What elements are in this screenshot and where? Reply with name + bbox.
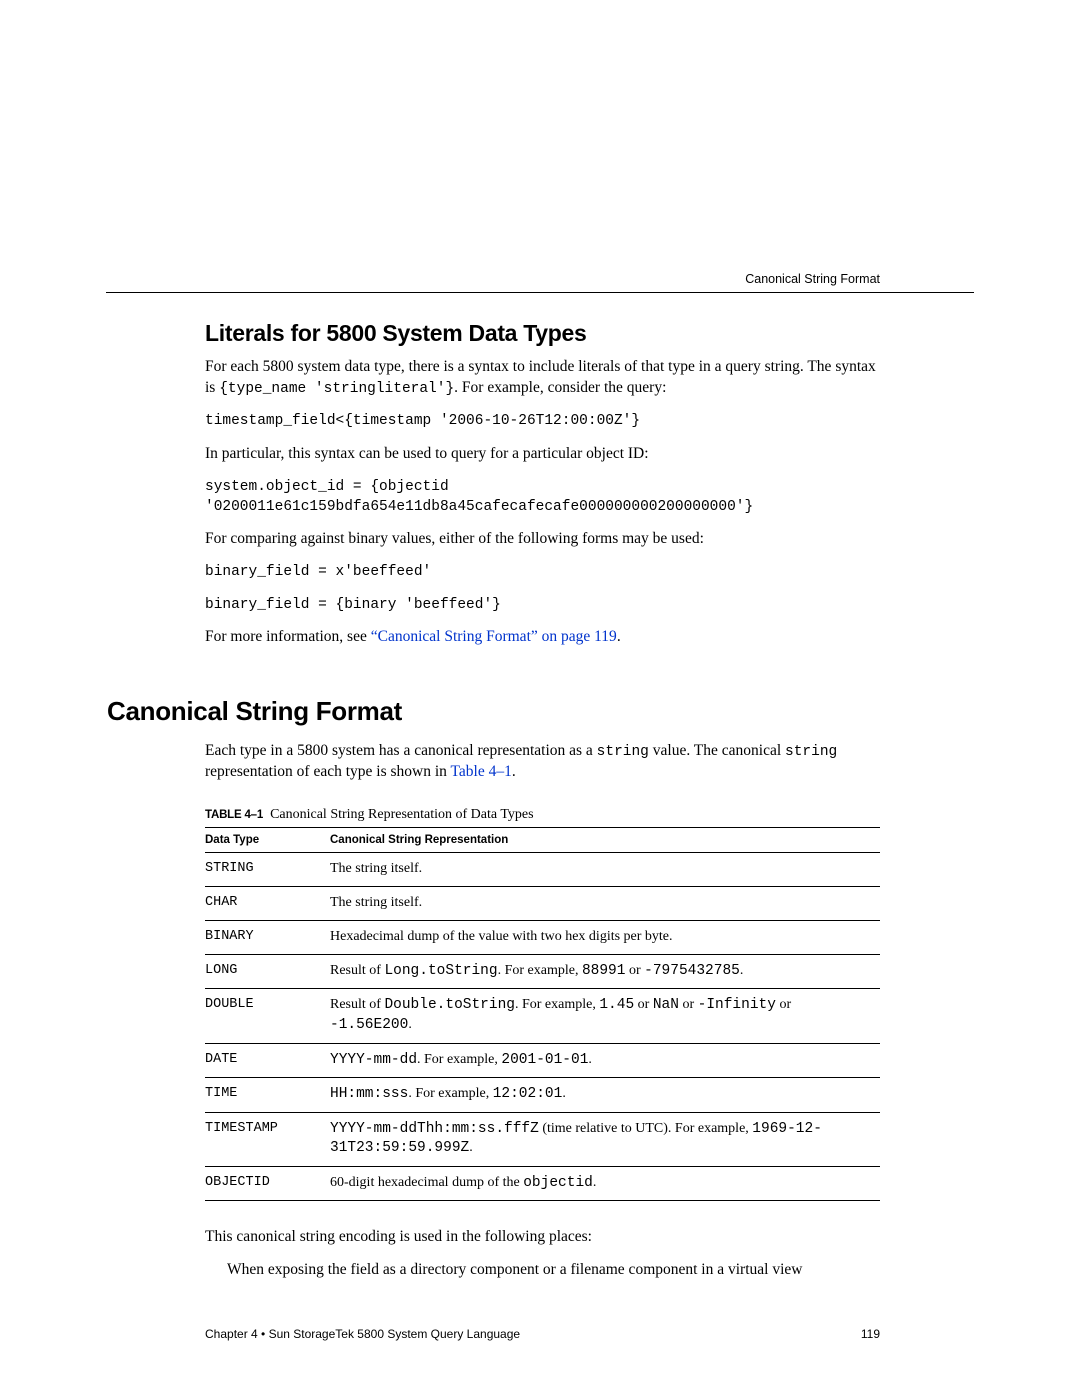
text: . [617,628,621,645]
inline-code: HH:mm:sss [330,1086,408,1102]
page-number: 119 [861,1327,880,1341]
data-type-cell: DOUBLE [205,989,330,1043]
data-type-cell: STRING [205,853,330,887]
paragraph: For each 5800 system data type, there is… [205,357,880,399]
table-label: TABLE 4–1 [205,809,263,821]
paragraph: For more information, see “Canonical Str… [205,627,880,648]
text: For more information, see [205,628,371,645]
inline-code: Long.toString [384,963,497,979]
table-row: DATEYYYY-mm-dd. For example, 2001-01-01. [205,1043,880,1078]
cross-reference-link[interactable]: Table 4–1 [451,763,512,780]
inline-code: -1.56E200 [330,1017,408,1033]
representation-cell: Result of Double.toString. For example, … [330,989,880,1043]
footer-chapter: Chapter 4 • Sun StorageTek 5800 System Q… [205,1327,520,1341]
paragraph: Each type in a 5800 system has a canonic… [205,741,880,783]
data-type-cell: DATE [205,1043,330,1078]
code-block: timestamp_field<{timestamp '2006-10-26T1… [205,411,880,431]
table-row: TIMESTAMPYYYY-mm-ddThh:mm:ss.fffZ (time … [205,1112,880,1166]
inline-code: -Infinity [698,997,776,1013]
table-row: DOUBLEResult of Double.toString. For exa… [205,989,880,1043]
representation-cell: The string itself. [330,887,880,921]
code-block: binary_field = {binary 'beeffeed'} [205,595,880,615]
paragraph: For comparing against binary values, eit… [205,529,880,550]
paragraph: In particular, this syntax can be used t… [205,444,880,465]
representation-cell: YYYY-mm-dd. For example, 2001-01-01. [330,1043,880,1078]
paragraph: This canonical string encoding is used i… [205,1227,880,1248]
text: . For example, consider the query: [454,379,666,396]
representation-cell: Hexadecimal dump of the value with two h… [330,921,880,955]
representation-cell: Result of Long.toString. For example, 88… [330,954,880,989]
representation-cell: YYYY-mm-ddThh:mm:ss.fffZ (time relative … [330,1112,880,1166]
inline-code: objectid [523,1175,593,1191]
inline-code: 1.45 [599,997,634,1013]
inline-code: YYYY-mm-dd [330,1052,417,1068]
representation-cell: HH:mm:sss. For example, 12:02:01. [330,1078,880,1113]
inline-code: 12:02:01 [493,1086,563,1102]
text: value. The canonical [649,742,785,759]
cross-reference-link[interactable]: “Canonical String Format” on page 119 [371,628,617,645]
inline-code: 2001-01-01 [501,1052,588,1068]
text: representation of each type is shown in [205,763,451,780]
section-literals: Literals for 5800 System Data Types For … [205,320,880,648]
header-rule [106,292,974,293]
data-type-cell: OBJECTID [205,1166,330,1201]
table-caption-text: Canonical String Representation of Data … [270,807,534,822]
running-header: Canonical String Format [745,272,880,286]
inline-code: YYYY-mm-ddThh:mm:ss.fffZ [330,1121,539,1137]
table-row: TIMEHH:mm:sss. For example, 12:02:01. [205,1078,880,1113]
text: . [512,763,516,780]
inline-code: string [597,744,649,760]
inline-code: string [785,744,837,760]
table-header: Data Type [205,828,330,853]
section-heading-main: Canonical String Format [107,696,880,727]
inline-code: -7975432785 [644,963,740,979]
table-caption: TABLE 4–1 Canonical String Representatio… [205,807,880,823]
data-type-cell: TIMESTAMP [205,1112,330,1166]
inline-code: {type_name 'stringliteral'} [219,381,454,397]
data-type-cell: TIME [205,1078,330,1113]
data-types-table: Data Type Canonical String Representatio… [205,827,880,1201]
code-block: binary_field = x'beeffeed' [205,562,880,582]
representation-cell: 60-digit hexadecimal dump of the objecti… [330,1166,880,1201]
code-block: system.object_id = {objectid '0200011e61… [205,477,880,518]
data-type-cell: LONG [205,954,330,989]
table-header: Canonical String Representation [330,828,880,853]
table-row: BINARYHexadecimal dump of the value with… [205,921,880,955]
list-item: When exposing the field as a directory c… [227,1260,880,1281]
table-row: LONGResult of Long.toString. For example… [205,954,880,989]
inline-code: 88991 [582,963,626,979]
data-type-cell: CHAR [205,887,330,921]
table-row: OBJECTID60-digit hexadecimal dump of the… [205,1166,880,1201]
data-type-cell: BINARY [205,921,330,955]
table-row: CHARThe string itself. [205,887,880,921]
section-heading: Literals for 5800 System Data Types [205,320,880,347]
inline-code: Double.toString [384,997,515,1013]
page-footer: Chapter 4 • Sun StorageTek 5800 System Q… [205,1327,880,1341]
table-row: STRINGThe string itself. [205,853,880,887]
representation-cell: The string itself. [330,853,880,887]
text: Each type in a 5800 system has a canonic… [205,742,597,759]
inline-code: NaN [653,997,679,1013]
